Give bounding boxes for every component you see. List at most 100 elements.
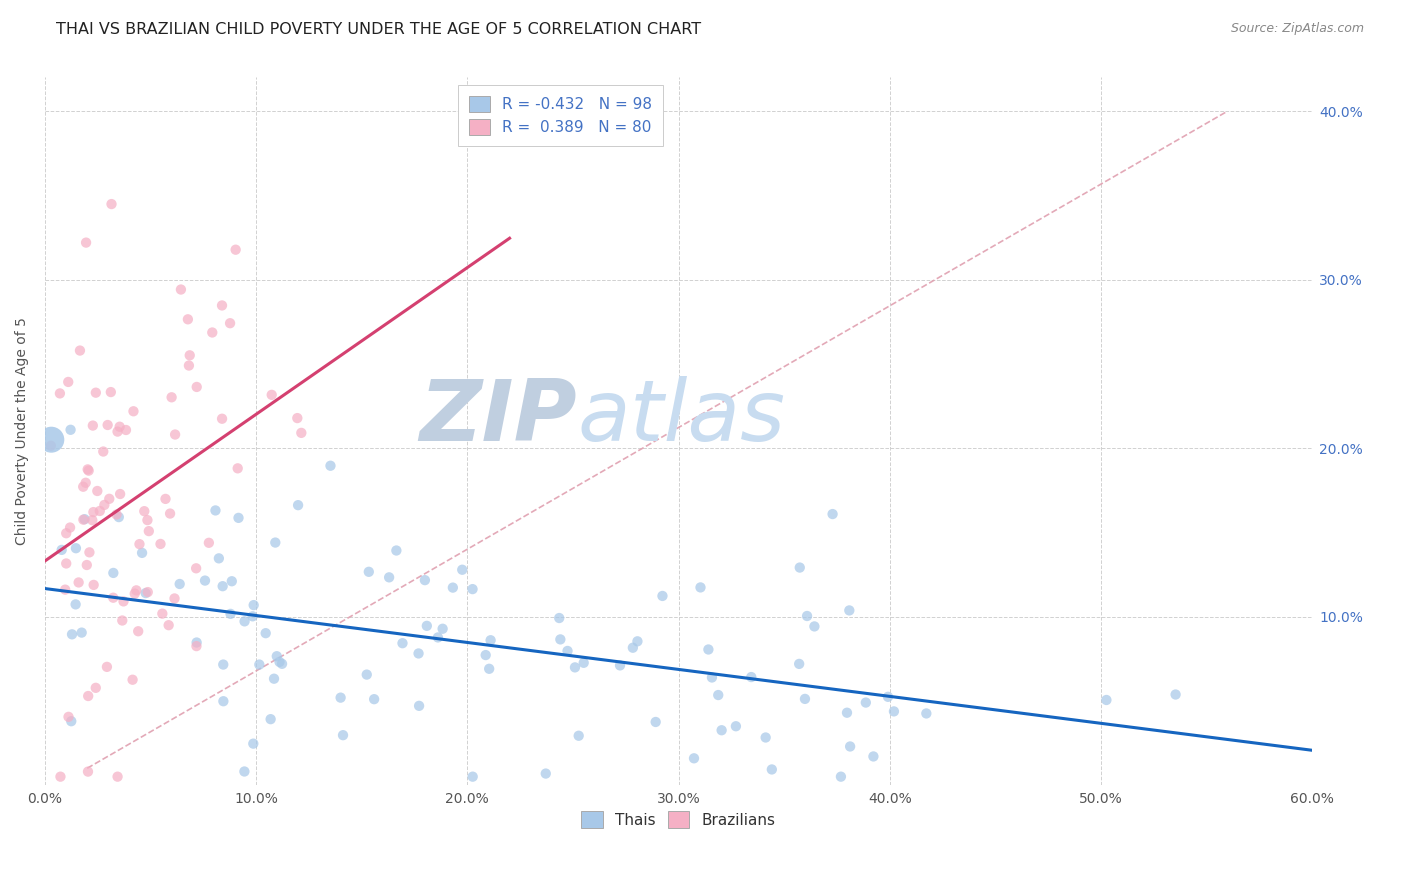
Point [59,423,82,437]
Point [150,607,173,621]
Point [855,696,877,710]
Text: ZIP: ZIP [419,376,576,458]
Point [108,487,131,501]
Point [82,513,104,527]
Point [103,566,125,580]
Point [65,598,87,612]
Point [198,536,221,550]
Point [478,662,501,676]
Point [82,418,104,433]
Point [796,609,818,624]
Point [65,541,87,556]
Point [683,751,706,765]
Point [883,705,905,719]
Point [740,670,762,684]
Point [644,714,666,729]
Point [89,504,111,518]
Point [103,591,125,605]
Point [122,404,145,418]
Point [550,632,572,647]
Point [70,625,93,640]
Point [408,698,430,713]
Point [84,385,107,400]
Point [557,644,579,658]
Point [77,464,100,478]
Point [838,603,860,617]
Point [108,419,131,434]
Point [319,458,342,473]
Point [170,283,193,297]
Point [136,513,159,527]
Point [75,475,97,490]
Point [97,417,120,432]
Point [1164,688,1187,702]
Point [862,749,884,764]
Point [211,298,233,312]
Point [329,690,352,705]
Point [787,657,810,671]
Point [247,657,270,672]
Point [179,348,201,362]
Point [72,480,94,494]
Point [474,648,496,662]
Point [441,581,464,595]
Point [59,520,82,534]
Point [107,770,129,784]
Point [877,690,900,704]
Point [67,575,90,590]
Point [55,557,77,571]
Point [254,626,277,640]
Point [461,582,484,596]
Point [177,359,200,373]
Point [84,681,107,695]
Point [83,578,105,592]
Text: Source: ZipAtlas.com: Source: ZipAtlas.com [1230,22,1364,36]
Point [233,764,256,779]
Point [212,657,235,672]
Point [290,425,312,440]
Point [100,197,122,211]
Point [82,505,104,519]
Point [69,343,91,358]
Point [830,770,852,784]
Point [915,706,938,721]
Point [225,243,247,257]
Point [58,710,80,724]
Point [75,235,97,250]
Point [548,611,571,625]
Point [135,586,157,600]
Point [626,634,648,648]
Point [803,619,825,633]
Point [107,425,129,439]
Point [96,660,118,674]
Text: THAI VS BRAZILIAN CHILD POVERTY UNDER THE AGE OF 5 CORRELATION CHART: THAI VS BRAZILIAN CHILD POVERTY UNDER TH… [56,22,702,37]
Point [134,504,156,518]
Point [121,673,143,687]
Point [564,660,586,674]
Point [219,607,242,621]
Point [208,551,231,566]
Point [266,649,288,664]
Point [53,582,76,597]
Point [534,766,557,780]
Point [112,594,135,608]
Point [55,526,77,541]
Point [60,714,83,729]
Point [91,444,114,458]
Point [479,633,502,648]
Point [39,433,62,447]
Point [177,312,200,326]
Point [391,636,413,650]
Point [49,386,72,401]
Point [219,316,242,330]
Point [169,577,191,591]
Point [76,462,98,476]
Point [233,615,256,629]
Point [839,739,862,754]
Point [186,635,208,649]
Point [271,657,294,671]
Point [242,609,264,624]
Point [332,728,354,742]
Point [77,764,100,779]
Point [221,574,243,589]
